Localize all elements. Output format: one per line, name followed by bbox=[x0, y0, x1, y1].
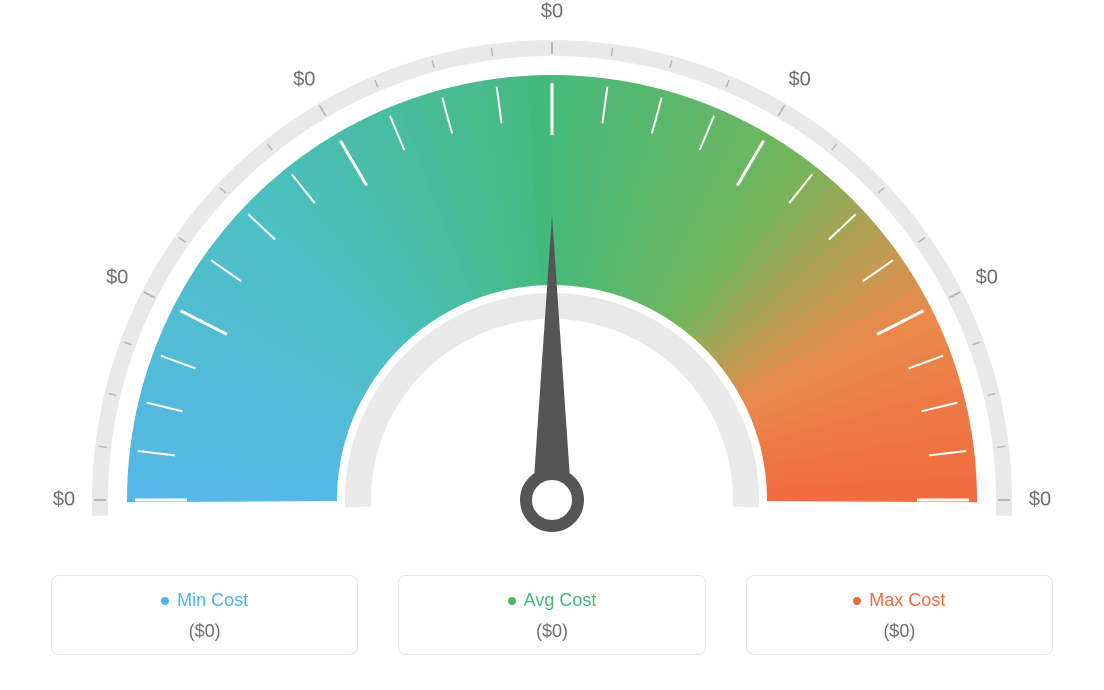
gauge-svg bbox=[22, 0, 1082, 555]
gauge-needle-hub bbox=[526, 474, 578, 526]
gauge-tick-label: $0 bbox=[789, 68, 811, 91]
legend-dot-max bbox=[853, 597, 861, 605]
gauge-tick-label: $0 bbox=[53, 489, 75, 512]
legend-label-min: Min Cost bbox=[177, 590, 248, 611]
legend-card-min: Min Cost ($0) bbox=[51, 575, 358, 655]
gauge-tick-label: $0 bbox=[106, 267, 128, 290]
legend-value-avg: ($0) bbox=[409, 621, 694, 642]
gauge-tick-label: $0 bbox=[293, 68, 315, 91]
legend-header-avg: Avg Cost bbox=[508, 590, 597, 611]
gauge-tick-label: $0 bbox=[976, 267, 998, 290]
gauge-tick-label: $0 bbox=[541, 1, 563, 24]
legend-label-max: Max Cost bbox=[869, 590, 945, 611]
gauge-chart-container: $0 $0 $0 $0 $0 $0 $0 Min Cost ($0) Avg Cost ($… bbox=[0, 0, 1104, 690]
legend-card-max: Max Cost ($0) bbox=[746, 575, 1053, 655]
legend-value-min: ($0) bbox=[62, 621, 347, 642]
legend-value-max: ($0) bbox=[757, 621, 1042, 642]
legend-dot-min bbox=[161, 597, 169, 605]
gauge-area: $0 $0 $0 $0 $0 $0 $0 bbox=[0, 0, 1104, 555]
legend-row: Min Cost ($0) Avg Cost ($0) Max Cost ($0… bbox=[51, 575, 1053, 655]
legend-card-avg: Avg Cost ($0) bbox=[398, 575, 705, 655]
legend-header-min: Min Cost bbox=[161, 590, 248, 611]
legend-header-max: Max Cost bbox=[853, 590, 945, 611]
legend-label-avg: Avg Cost bbox=[524, 590, 597, 611]
legend-dot-avg bbox=[508, 597, 516, 605]
gauge-tick-label: $0 bbox=[1029, 489, 1051, 512]
